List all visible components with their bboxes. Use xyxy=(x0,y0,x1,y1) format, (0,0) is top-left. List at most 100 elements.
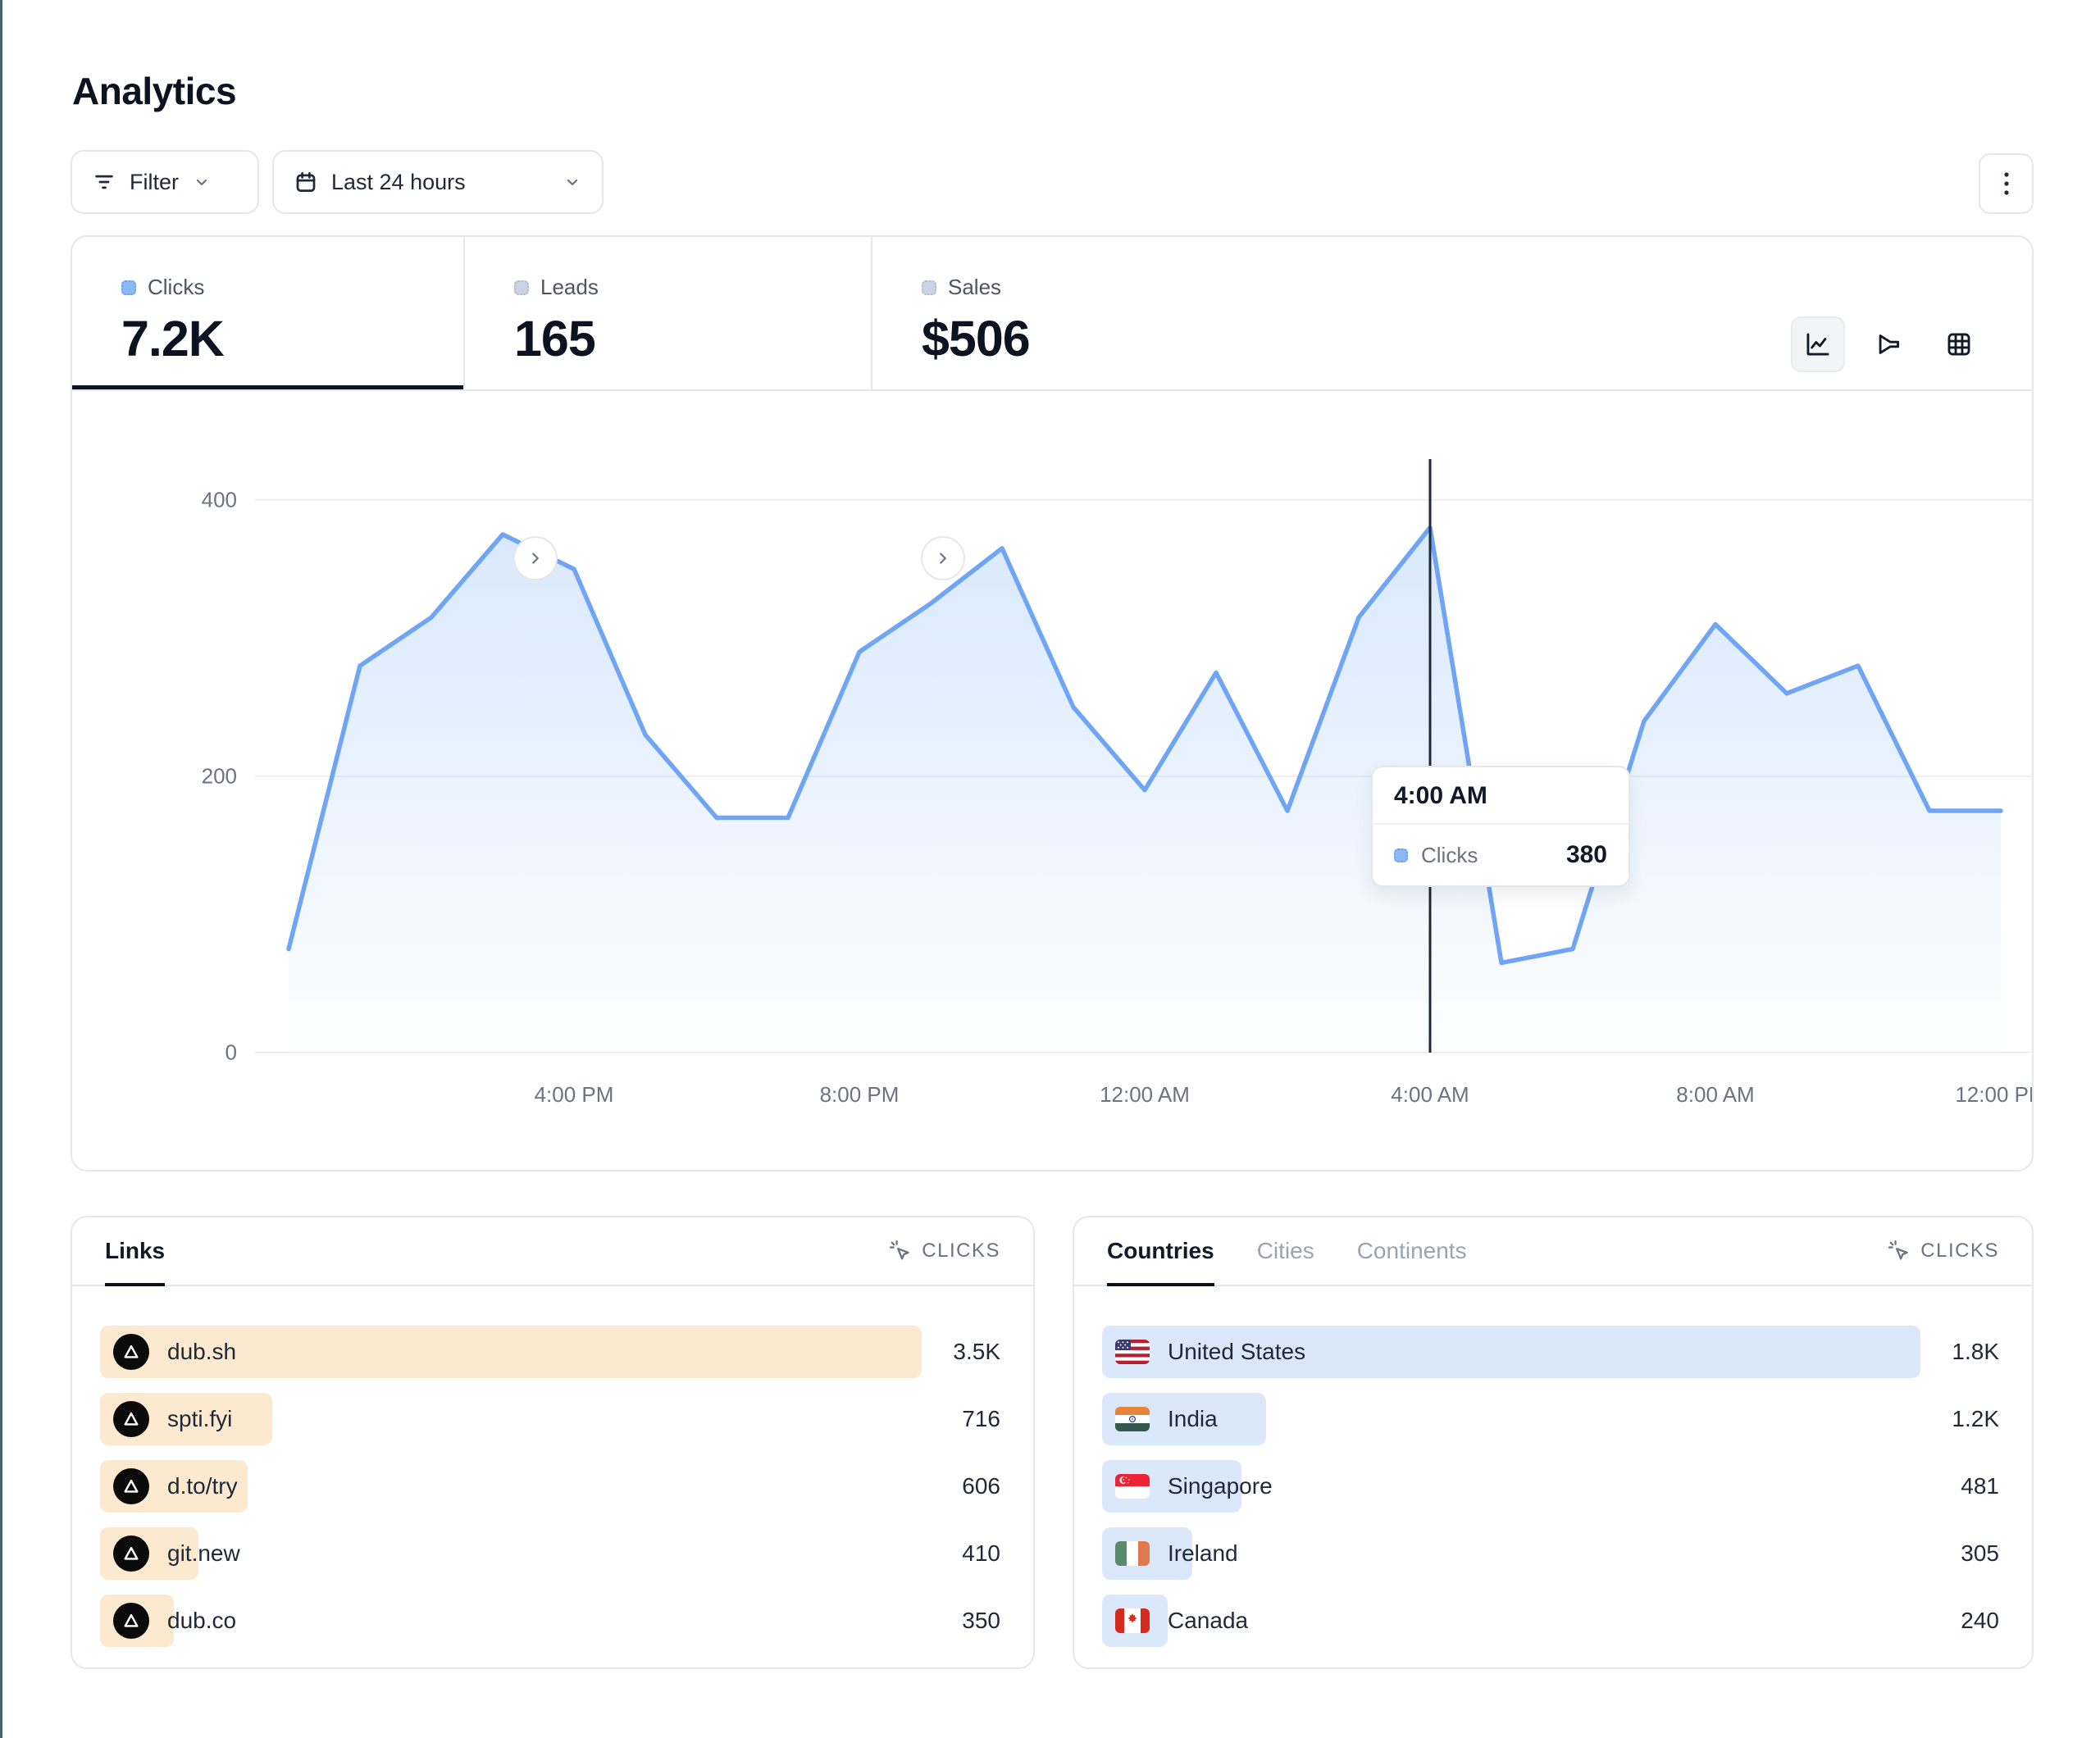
dub-logo-icon xyxy=(113,1401,149,1437)
tab-sales[interactable]: Sales $506 xyxy=(872,237,2032,389)
tab-countries[interactable]: Countries xyxy=(1107,1217,1214,1286)
geo-metric-toggle[interactable]: CLICKS xyxy=(1888,1240,1999,1263)
stat-label: Sales xyxy=(948,275,1002,299)
x-axis-tick: 4:00 PM xyxy=(534,1082,614,1107)
stat-tabs-row: Clicks 7.2K Leads 165 Sales $506 xyxy=(72,237,2032,580)
row-value: 1.8K xyxy=(1952,1339,1999,1364)
cursor-click-icon xyxy=(1888,1240,1909,1260)
filter-icon xyxy=(95,175,113,189)
chevron-right-icon xyxy=(940,553,946,564)
row-value: 3.5K xyxy=(953,1339,1000,1364)
flag-sg-icon xyxy=(1115,1474,1150,1499)
metric-label: CLICKS xyxy=(1920,1240,1999,1262)
value-bar xyxy=(100,1326,922,1378)
row-label: Ireland xyxy=(1168,1540,1238,1566)
filter-button[interactable]: Filter xyxy=(71,150,259,214)
metric-label: CLICKS xyxy=(922,1240,1000,1262)
link-row[interactable]: dub.co 350 xyxy=(100,1595,1000,1647)
expand-clicks-button[interactable] xyxy=(513,536,558,580)
link-row[interactable]: dub.sh 3.5K xyxy=(100,1326,1000,1378)
sales-value: $506 xyxy=(922,311,1031,366)
country-row[interactable]: Ireland 305 xyxy=(1102,1527,1999,1580)
stat-label: Clicks xyxy=(148,275,205,299)
links-panel: Links CLICKS dub.sh 3.5K spti.fyi 716 d.to/t… xyxy=(71,1216,1035,1669)
dub-logo-icon xyxy=(113,1536,149,1572)
sales-legend-icon xyxy=(922,280,936,295)
calendar-icon xyxy=(296,172,316,192)
chevron-right-icon xyxy=(532,553,539,564)
row-label: Singapore xyxy=(1168,1473,1273,1499)
date-range-label: Last 24 hours xyxy=(331,169,466,194)
y-axis-tick: 0 xyxy=(225,1040,237,1065)
tooltip-series-label: Clicks xyxy=(1421,842,1478,867)
more-options-button[interactable] xyxy=(1979,153,2034,214)
filter-button-label: Filter xyxy=(130,169,179,194)
row-value: 481 xyxy=(1961,1473,1999,1499)
chevron-down-icon xyxy=(196,179,207,186)
row-value: 716 xyxy=(962,1406,1000,1431)
row-label: spti.fyi xyxy=(167,1406,233,1431)
geo-panel: Countries Cities Continents CLICKS Unite… xyxy=(1073,1216,2034,1669)
dub-logo-icon xyxy=(113,1334,149,1370)
flag-in-icon xyxy=(1115,1407,1150,1431)
row-value: 350 xyxy=(962,1608,1000,1633)
stat-label: Leads xyxy=(540,275,599,299)
funnel-view-button[interactable] xyxy=(1861,316,1916,372)
window-edge-strip xyxy=(0,0,2,1738)
date-range-button[interactable]: Last 24 hours xyxy=(272,150,604,214)
funnel-chart-icon xyxy=(1879,334,1900,354)
row-value: 240 xyxy=(1961,1608,1999,1633)
row-label: dub.co xyxy=(167,1608,237,1633)
expand-leads-button[interactable] xyxy=(921,536,965,580)
tab-leads[interactable]: Leads 165 xyxy=(465,237,872,389)
row-label: Canada xyxy=(1168,1608,1249,1633)
page-title: Analytics xyxy=(72,70,237,112)
table-view-button[interactable] xyxy=(1932,316,1986,372)
tab-cities[interactable]: Cities xyxy=(1256,1238,1314,1263)
row-label: India xyxy=(1168,1406,1218,1431)
dub-logo-icon xyxy=(113,1468,149,1504)
row-value: 1.2K xyxy=(1952,1406,1999,1431)
x-axis-tick: 12:00 PM xyxy=(1955,1082,2032,1107)
y-axis-tick: 400 xyxy=(201,487,237,512)
country-row[interactable]: Canada 240 xyxy=(1102,1595,1999,1647)
tab-continents[interactable]: Continents xyxy=(1356,1238,1467,1263)
tab-clicks[interactable]: Clicks 7.2K xyxy=(72,237,465,389)
dub-logo-icon xyxy=(113,1603,149,1639)
line-chart-view-button[interactable] xyxy=(1791,316,1845,372)
chart-type-toggle xyxy=(1791,316,1986,372)
analytics-card: Clicks 7.2K Leads 165 Sales $506 xyxy=(71,235,2034,1172)
tooltip-value: 380 xyxy=(1565,841,1607,868)
row-label: dub.sh xyxy=(167,1339,237,1364)
chart-plot xyxy=(255,459,2032,1053)
cursor-click-icon xyxy=(890,1240,910,1260)
line-chart-icon xyxy=(1806,333,1829,356)
row-value: 410 xyxy=(962,1540,1000,1566)
country-row[interactable]: India 1.2K xyxy=(1102,1393,1999,1445)
row-value: 606 xyxy=(962,1473,1000,1499)
chart-tooltip: 4:00 AM Clicks 380 xyxy=(1371,766,1630,887)
x-axis-tick: 12:00 AM xyxy=(1100,1082,1190,1107)
row-label: United States xyxy=(1168,1339,1306,1364)
link-row[interactable]: spti.fyi 716 xyxy=(100,1393,1000,1445)
link-row[interactable]: git.new 410 xyxy=(100,1527,1000,1580)
links-metric-toggle[interactable]: CLICKS xyxy=(889,1240,1000,1263)
chevron-down-icon xyxy=(567,179,578,186)
value-bar xyxy=(1102,1326,1920,1378)
flag-us-icon xyxy=(1115,1340,1150,1364)
clicks-area-chart[interactable]: 0 200 400 4:00 PM 8:00 PM 12:00 AM 4:00 AM 8:0… xyxy=(72,391,2032,1170)
tab-links[interactable]: Links xyxy=(105,1217,166,1286)
leads-legend-icon xyxy=(514,280,529,295)
country-row[interactable]: United States 1.8K xyxy=(1102,1326,1999,1378)
area-fill xyxy=(289,527,2001,1053)
country-row[interactable]: Singapore 481 xyxy=(1102,1460,1999,1513)
clicks-value: 7.2K xyxy=(121,311,225,366)
x-axis-tick: 8:00 PM xyxy=(819,1082,900,1107)
y-axis-tick: 200 xyxy=(201,763,237,789)
clicks-legend-icon xyxy=(121,280,136,295)
link-row[interactable]: d.to/try 606 xyxy=(100,1460,1000,1513)
x-axis-tick: 8:00 AM xyxy=(1676,1082,1755,1107)
flag-ie-icon xyxy=(1115,1541,1150,1566)
leads-value: 165 xyxy=(514,311,596,366)
